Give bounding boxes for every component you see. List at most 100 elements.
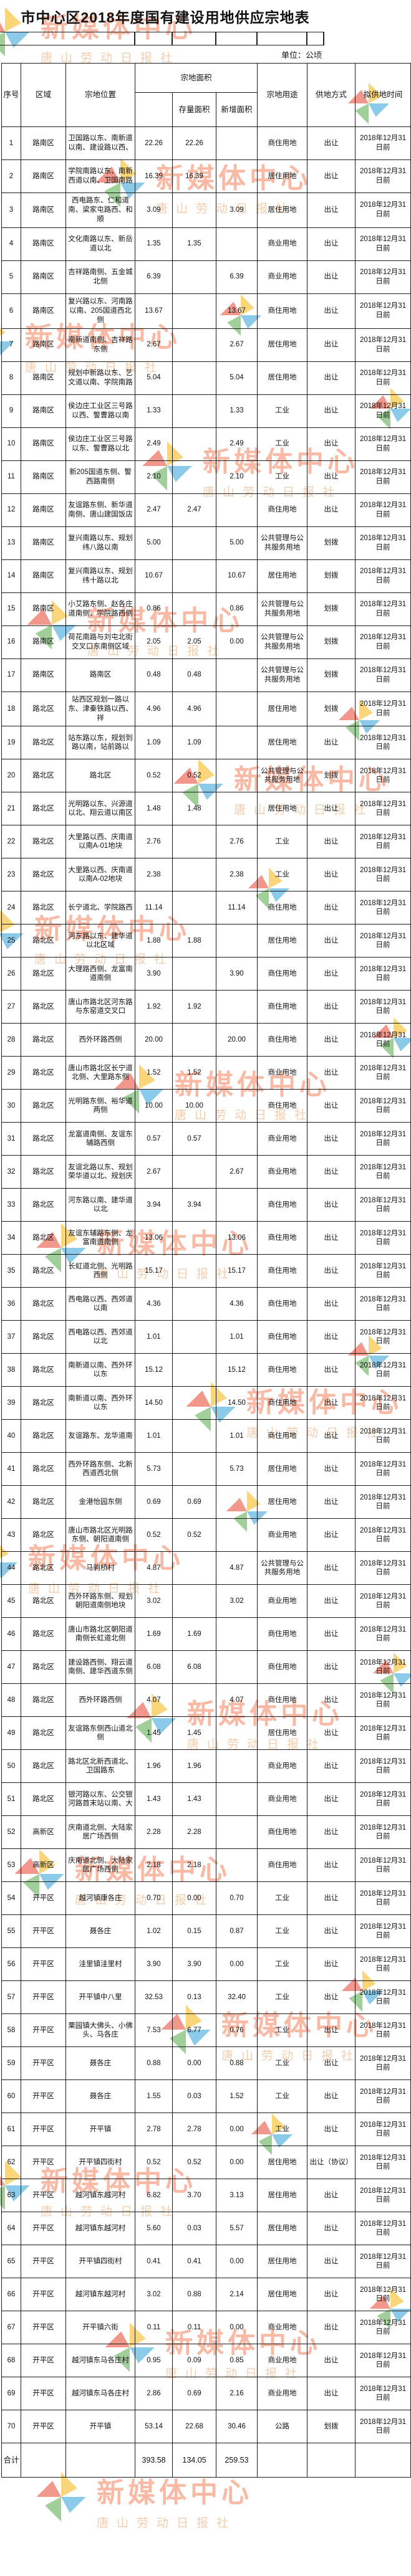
cell-no: 67 [1, 2311, 21, 2345]
cell-area-total: 5.73 [135, 1452, 173, 1486]
cell-district: 路南区 [21, 460, 66, 494]
table-row: 68 开平区 越河镇东马各庄村 0.95 0.09 0.85 商业用地 出让 2018年12月3… [1, 2344, 411, 2378]
cell-location: 友谊路东侧西山道北侧 [65, 1716, 135, 1751]
cell-area-added: 0.85 [215, 2344, 258, 2378]
header-district: 区域 [21, 63, 66, 127]
cell-no: 34 [1, 1221, 21, 1255]
cell-area-added: 4.87 [215, 1551, 258, 1585]
cell-area-total: 2.67 [135, 328, 173, 362]
table-row: 13 路南区 复兴南路以东、规划纬八路以南 5.00 5.00 公共管理与公共服务用地 划拨… [1, 526, 411, 560]
cell-location: 开平镇四街村 [65, 2245, 135, 2279]
cell-location: 开平镇中八里 [65, 1980, 135, 2015]
cell-area-existing [172, 1419, 216, 1453]
cell-district: 开平区 [21, 2046, 66, 2081]
cell-area-existing: 0.69 [172, 1485, 216, 1519]
cell-area-existing [172, 260, 216, 294]
cell-no: 60 [1, 2079, 21, 2114]
table-row: 10 路南区 侯边庄工业区三号路以东、警曹路以北 2.49 2.49 工业 出让 2018年1… [1, 427, 411, 461]
cell-method: 出让 [307, 192, 356, 228]
cell-use: 工业 [257, 460, 308, 494]
cell-district: 路北区 [21, 1419, 66, 1453]
cell-area-total: 1.92 [135, 990, 173, 1024]
cell-area-total: 5.00 [135, 526, 173, 560]
cell-area-existing: 16.39 [172, 159, 216, 193]
cell-no: 65 [1, 2245, 21, 2279]
cell-location: 聂各庄 [65, 1914, 135, 1949]
cell-use: 商住用地 [257, 293, 308, 329]
cell-area-existing: 1.69 [172, 1617, 216, 1652]
cell-district: 路南区 [21, 493, 66, 527]
cell-area-existing [172, 192, 216, 228]
cell-district: 路南区 [21, 126, 66, 160]
cell-area-existing [172, 361, 216, 395]
cell-use: 工业 [257, 2079, 308, 2114]
cell-time: 2018年12月31日前 [355, 858, 411, 892]
cell-use: 商住用地 [257, 990, 308, 1024]
cell-area-existing [172, 1353, 216, 1387]
total-district-empty [21, 2443, 66, 2478]
cell-district: 路北区 [21, 990, 66, 1024]
cell-area-total: 16.39 [135, 159, 173, 193]
cell-time: 2018年12月31日前 [355, 427, 411, 461]
cell-no: 31 [1, 1122, 21, 1156]
cell-area-added [215, 759, 258, 793]
cell-use: 居住用地 [257, 361, 308, 395]
cell-area-existing: 1.48 [172, 792, 216, 826]
cell-time: 2018年12月31日前 [355, 625, 411, 659]
table-row: 43 路北区 唐山市路北区光明路东侧、朝阳道南侧 0.52 0.52 商业用地 出让 2018… [1, 1518, 411, 1552]
cell-district: 路北区 [21, 1122, 66, 1156]
cell-area-existing: 0.41 [172, 2245, 216, 2279]
cell-area-existing [172, 1221, 216, 1255]
cell-location: 规划中新路以东、艺文道以南、学院南路 [65, 361, 135, 395]
cell-time: 2018年12月31日前 [355, 2278, 411, 2312]
cell-method: 出让 [307, 260, 356, 294]
cell-no: 9 [1, 394, 21, 428]
cell-district: 路北区 [21, 1188, 66, 1222]
cell-location: 金港怡园东侧 [65, 1485, 135, 1519]
cell-area-added: 0.00 [215, 625, 258, 659]
cell-location: 小艾路东侧、赵各庄道南侧、学院路西侧 [65, 592, 135, 626]
cell-method: 出让 [307, 1320, 356, 1354]
cell-method: 出让 [307, 1914, 356, 1949]
cell-no: 32 [1, 1155, 21, 1189]
cell-no: 64 [1, 2212, 21, 2246]
cell-area-total: 1.09 [135, 726, 173, 760]
cell-district: 路北区 [21, 1716, 66, 1751]
cell-area-total: 2.49 [135, 427, 173, 461]
cell-no: 17 [1, 658, 21, 692]
cell-no: 39 [1, 1386, 21, 1420]
cell-area-added [215, 1650, 258, 1685]
cell-time: 2018年12月31日前 [355, 1320, 411, 1354]
cell-method: 出让（协议） [307, 2146, 356, 2180]
table-body: 1 路南区 卫国路以东、南新道以南、建设路以西、 22.26 22.26 商住用地 出让 20… [1, 126, 411, 2444]
cell-location: 南新道以南、西外环以东 [65, 1353, 135, 1387]
cell-location: 复兴南路以东、规划纬八路以南 [65, 526, 135, 560]
cell-area-total: 6.82 [135, 2179, 173, 2213]
cell-time: 2018年12月31日前 [355, 2344, 411, 2378]
cell-method: 出让 [307, 1617, 356, 1652]
cell-use: 居住用地 [257, 1452, 308, 1486]
cell-district: 路北区 [21, 1287, 66, 1321]
cell-location: 学院南路以东、南新西道以南、卫国南路 [65, 159, 135, 193]
cell-district: 路北区 [21, 924, 66, 958]
table-row: 34 路北区 友谊东辅路东侧、龙富南道南侧 13.06 13.06 商住用地 出让 2018年… [1, 1221, 411, 1255]
table-row: 58 开平区 栗园镇大佛头、小佛头、马各庄 7.53 6.77 0.76 工业 出让 2018年… [1, 2013, 411, 2048]
cell-no: 58 [1, 2013, 21, 2048]
table-row: 61 开平区 开平镇 2.78 2.78 0.00 工业 出让 2018年12月31日前 [1, 2113, 411, 2147]
cell-area-existing: 0.48 [172, 658, 216, 692]
cell-time: 2018年12月31日前 [355, 1089, 411, 1123]
table-row: 23 路北区 大里路以西、庆南道以南A-02地块 2.38 2.38 工业 出让 2018年1… [1, 858, 411, 892]
cell-method: 出让 [307, 1782, 356, 1817]
table-row: 3 路南区 西电路东、仁和道南、梁家屯路西、和顺 3.09 3.09 居住用地 出让 2018… [1, 192, 411, 228]
table-row: 46 路北区 唐山市路北区朝阳道南侧长虹道北侧 1.69 1.69 商住用地 出让 2018年… [1, 1617, 411, 1652]
cell-time: 2018年12月31日前 [355, 957, 411, 991]
cell-area-existing: 0.03 [172, 2079, 216, 2114]
table-row: 15 路南区 小艾路东侧、赵各庄道南侧、学院路西侧 0.86 0.86 公共管理与公共服务… [1, 592, 411, 626]
cell-location: 越河镇东马各庄村 [65, 2344, 135, 2378]
decorative-grid-strip [0, 32, 324, 45]
cell-area-existing: 0.13 [172, 1980, 216, 2015]
cell-area-total: 3.09 [135, 192, 173, 228]
table-row: 21 路北区 光明路以东、兴源道以北、翔云道以南区 1.48 1.48 居住用地 出让 201… [1, 792, 411, 826]
cell-no: 12 [1, 493, 21, 527]
cell-area-added: 10.67 [215, 559, 258, 593]
